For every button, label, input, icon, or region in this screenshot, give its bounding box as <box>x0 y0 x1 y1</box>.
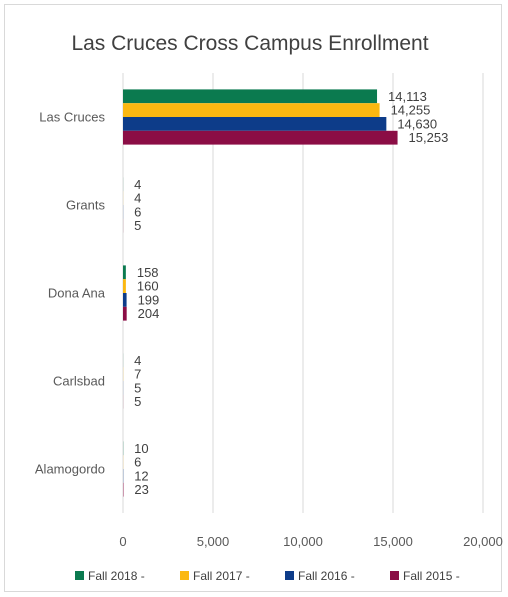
data-label-alamogordo-fall-2017: 6 <box>134 455 141 470</box>
data-label-grants-fall-2018: 4 <box>134 177 141 192</box>
x-tick-label: 10,000 <box>283 534 323 549</box>
data-label-dona-ana-fall-2015: 204 <box>138 306 160 321</box>
data-label-carlsbad-fall-2016: 5 <box>134 380 141 395</box>
data-label-carlsbad-fall-2015: 5 <box>134 394 141 409</box>
legend-swatch-fall-2018 <box>75 571 84 580</box>
bar-las-cruces-fall-2017 <box>123 103 380 117</box>
legend-swatch-fall-2016 <box>285 571 294 580</box>
x-tick-label: 5,000 <box>197 534 230 549</box>
category-label-las-cruces: Las Cruces <box>39 110 105 125</box>
data-label-las-cruces-fall-2017: 14,255 <box>391 103 431 118</box>
data-label-dona-ana-fall-2016: 199 <box>138 292 160 307</box>
legend-swatch-fall-2017 <box>180 571 189 580</box>
value-axis: 0 5,000 10,000 15,000 20,000 <box>119 534 503 549</box>
bars <box>123 89 398 497</box>
legend-label-fall-2018: Fall 2018 - <box>88 569 145 583</box>
gridlines <box>122 73 484 513</box>
data-label-las-cruces-fall-2015: 15,253 <box>409 130 449 145</box>
data-label-alamogordo-fall-2015: 23 <box>134 482 148 497</box>
category-label-grants: Grants <box>66 198 106 213</box>
data-label-dona-ana-fall-2018: 158 <box>137 265 159 280</box>
category-label-alamogordo: Alamogordo <box>35 462 105 477</box>
legend-swatch-fall-2015 <box>390 571 399 580</box>
bar-dona-ana-fall-2017 <box>123 279 126 293</box>
data-label-alamogordo-fall-2016: 12 <box>134 468 148 483</box>
bar-las-cruces-fall-2018 <box>123 89 378 104</box>
data-label-carlsbad-fall-2018: 4 <box>134 353 141 368</box>
legend-label-fall-2015: Fall 2015 - <box>403 569 460 583</box>
data-label-carlsbad-fall-2017: 7 <box>134 367 141 382</box>
bar-dona-ana-fall-2015 <box>123 306 127 321</box>
bar-las-cruces-fall-2015 <box>123 130 398 145</box>
x-tick-label: 20,000 <box>463 534 503 549</box>
data-label-grants-fall-2017: 4 <box>134 191 141 206</box>
category-axis: Las Cruces Grants Dona Ana Carlsbad Alamogor… <box>35 110 106 477</box>
data-label-las-cruces-fall-2018: 14,113 <box>388 89 427 104</box>
bar-chart: Las Cruces Cross Campus Enrollment 14,11… <box>35 32 503 583</box>
data-label-las-cruces-fall-2016: 14,630 <box>397 116 437 131</box>
legend-label-fall-2017: Fall 2017 - <box>193 569 250 583</box>
chart-title: Las Cruces Cross Campus Enrollment <box>71 32 428 55</box>
category-label-carlsbad: Carlsbad <box>53 374 105 389</box>
data-label-dona-ana-fall-2017: 160 <box>137 279 159 294</box>
x-tick-label: 0 <box>119 534 126 549</box>
data-labels: 14,11314,25514,63015,2534465158160199204… <box>134 89 448 497</box>
legend-label-fall-2016: Fall 2016 - <box>298 569 355 583</box>
data-label-alamogordo-fall-2018: 10 <box>134 441 148 456</box>
bar-dona-ana-fall-2018 <box>123 265 126 280</box>
category-label-dona-ana: Dona Ana <box>48 286 106 301</box>
bar-dona-ana-fall-2016 <box>123 293 127 307</box>
data-label-grants-fall-2015: 5 <box>134 218 141 233</box>
data-label-grants-fall-2016: 6 <box>134 204 141 219</box>
x-tick-label: 15,000 <box>373 534 413 549</box>
chart-container: Las Cruces Cross Campus Enrollment 14,11… <box>4 4 503 592</box>
bar-las-cruces-fall-2016 <box>123 117 387 131</box>
legend: Fall 2018 - Fall 2017 - Fall 2016 - Fall 20… <box>75 569 460 583</box>
